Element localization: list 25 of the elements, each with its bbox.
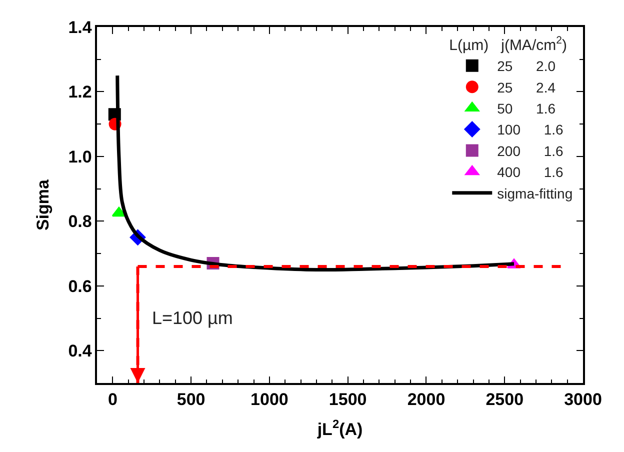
y-tick-label: 1.2	[68, 82, 92, 102]
x-tick-label: 3000	[564, 390, 602, 410]
x-tick-label: 2000	[407, 390, 446, 410]
legend-label: 50 1.6	[497, 100, 556, 117]
y-tick-label: 0.8	[68, 212, 92, 232]
x-tick-label: 500	[176, 390, 206, 410]
legend-title: L(µm) j(MA/cm$^{2}$)	[449, 34, 567, 54]
legend-label: 25 2.4	[497, 79, 556, 96]
point	[112, 206, 126, 217]
y-tick-label: 0.4	[68, 342, 92, 361]
y-tick-label: 1.0	[68, 147, 92, 166]
y-tick-label: 0.6	[68, 276, 92, 296]
y-axis-title: Sigma	[33, 178, 52, 231]
legend-label: sigma-fitting	[497, 185, 573, 202]
x-tick-label: 0	[108, 390, 118, 410]
legend-label: 400 1.6	[497, 164, 564, 180]
x-tick-label: 1000	[250, 390, 288, 410]
y-tick-label: 1.4	[68, 18, 92, 37]
annotation: L=100 µm	[152, 308, 233, 328]
x-axis-title: jL$^{2}$(A)	[316, 416, 363, 440]
x-tick-label: 1500	[328, 390, 367, 410]
legend-label: 100 1.6	[497, 122, 564, 138]
legend-label: 200 1.6	[497, 142, 564, 159]
x-tick-label: 2500	[486, 390, 524, 410]
legend-label: 25 2.0	[497, 58, 556, 74]
